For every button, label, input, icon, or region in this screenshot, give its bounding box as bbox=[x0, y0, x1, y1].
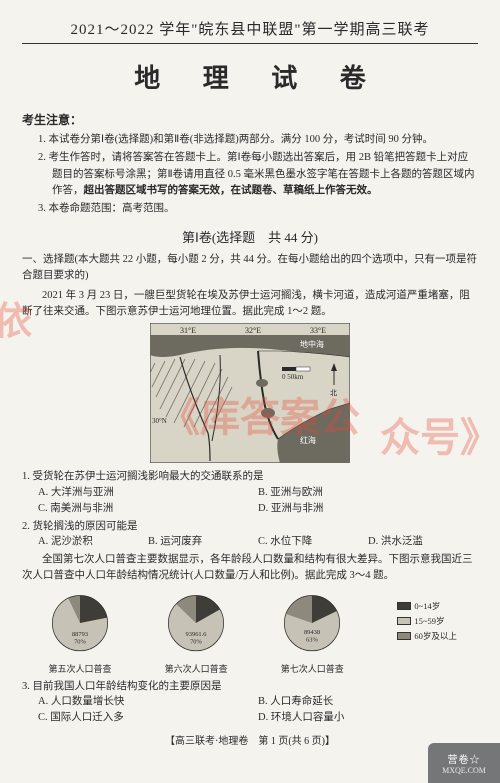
q1-choice-b: B. 亚洲与欧洲 bbox=[258, 485, 478, 501]
corner-badge: 营卷☆ MXQE.COM bbox=[428, 743, 500, 783]
pie5-caption: 第五次人口普查 bbox=[49, 662, 112, 675]
lon-33e: 33°E bbox=[310, 326, 326, 335]
badge-line2: MXQE.COM bbox=[442, 766, 486, 775]
q2-choice-a: A. 泥沙淤积 bbox=[38, 534, 148, 550]
pie5-pct: 70% bbox=[74, 638, 86, 645]
q1-choice-d: D. 亚洲与非洲 bbox=[258, 501, 478, 517]
badge-line1: 营卷☆ bbox=[448, 751, 481, 766]
pie7-pct: 63% bbox=[306, 636, 318, 643]
notice-item-3: 3. 本卷命题范围：高考范围。 bbox=[38, 201, 478, 217]
q2-choice-b: B. 运河废弃 bbox=[148, 534, 258, 550]
pie6-caption: 第六次人口普查 bbox=[165, 662, 228, 675]
section1-title: 第Ⅰ卷(选择题 共 44 分) bbox=[22, 227, 478, 246]
legend-60: 60岁及以上 bbox=[397, 630, 457, 642]
q2-choice-d: D. 洪水泛滥 bbox=[368, 534, 478, 550]
main-title: 地 理 试 卷 bbox=[22, 58, 478, 95]
q3-choice-d: D. 环境人口容量小 bbox=[258, 710, 478, 726]
label-red: 红海 bbox=[300, 435, 316, 445]
q1-choice-c: C. 南美洲与非洲 bbox=[38, 501, 258, 517]
q1-choices: A. 大洋洲与亚洲 B. 亚洲与欧洲 C. 南美洲与非洲 D. 亚洲与非洲 bbox=[22, 485, 478, 517]
notice-list: 1. 本试卷分第Ⅰ卷(选择题)和第Ⅱ卷(非选择题)两部分。满分 100 分，考试… bbox=[22, 132, 478, 217]
legend-swatch-0-14 bbox=[397, 602, 411, 610]
q1-stem: 1. 受货轮在苏伊士运河搁浅影响最大的交通联系的是 bbox=[22, 469, 478, 485]
legend-label-60: 60岁及以上 bbox=[414, 630, 457, 642]
page-footer: 【高三联考·地理卷 第 1 页(共 6 页)】 bbox=[22, 732, 478, 747]
q3-choice-a: A. 人口数量增长快 bbox=[38, 694, 258, 710]
lon-31e: 31°E bbox=[180, 326, 196, 335]
pie5-val: 88793 bbox=[72, 631, 88, 638]
q2-stem: 2. 货轮搁浅的原因可能是 bbox=[22, 519, 478, 535]
pie7-val: 89438 bbox=[304, 629, 320, 636]
label-med: 地中海 bbox=[300, 339, 324, 349]
notice-label: 考生注意： bbox=[22, 111, 478, 128]
legend-0-14: 0~14岁 bbox=[397, 600, 457, 612]
exam-page: 2021～2022 学年"皖东县中联盟"第一学期高三联考 地 理 试 卷 考生注… bbox=[0, 0, 500, 783]
legend-label-0-14: 0~14岁 bbox=[414, 600, 440, 612]
q3-choices: A. 人口数量增长快 B. 人口寿命延长 C. 国际人口迁入多 D. 环境人口容… bbox=[22, 694, 478, 726]
notice-item-2: 2. 考生作答时，请将答案答在答题卡上。第Ⅰ卷每小题选出答案后，用 2B 铅笔把… bbox=[38, 150, 478, 199]
pie6-pct: 70% bbox=[190, 638, 202, 645]
legend-swatch-60 bbox=[397, 632, 411, 640]
lat-30n: 30°N bbox=[152, 417, 167, 425]
legend-swatch-15-59 bbox=[397, 617, 411, 625]
pie-6th: 93961.6 70% 第六次人口普查 bbox=[159, 590, 233, 675]
q3-choice-c: C. 国际人口迁入多 bbox=[38, 710, 258, 726]
pie-legend: 0~14岁 15~59岁 60岁及以上 bbox=[397, 600, 457, 642]
pie7-caption: 第七次人口普查 bbox=[281, 662, 344, 675]
pie-7th-svg: 89438 63% bbox=[275, 590, 349, 660]
q3-stem: 3. 目前我国人口年龄结构变化的主要原因是 bbox=[22, 679, 478, 695]
scale-label: 0 50km bbox=[282, 373, 304, 381]
section1-intro: 一、选择题(本大题共 22 小题，每小题 2 分，共 44 分。在每小题给出的四… bbox=[22, 252, 478, 284]
pie-5th-svg: 88793 70% bbox=[43, 590, 117, 660]
legend-15-59: 15~59岁 bbox=[397, 615, 457, 627]
notice-bold: 超出答题区域书写的答案无效，在试题卷、草稿纸上作答无效。 bbox=[84, 185, 378, 196]
suez-map-svg: 31°E 32°E 33°E bbox=[150, 323, 350, 463]
q1-choice-a: A. 大洋洲与亚洲 bbox=[38, 485, 258, 501]
pie-6th-svg: 93961.6 70% bbox=[159, 590, 233, 660]
pie6-val: 93961.6 bbox=[186, 631, 208, 638]
pie-charts-row: 88793 70% 第五次人口普查 93961.6 70% 第六次人口普查 bbox=[22, 590, 478, 675]
notice-item-1: 1. 本试卷分第Ⅰ卷(选择题)和第Ⅱ卷(非选择题)两部分。满分 100 分，考试… bbox=[38, 132, 478, 148]
header-title: 2021～2022 学年"皖东县中联盟"第一学期高三联考 bbox=[22, 18, 478, 44]
map-figure: 31°E 32°E 33°E bbox=[22, 323, 478, 463]
passage-1: 2021 年 3 月 23 日，一艘巨型货轮在埃及苏伊士运河搁浅，横卡河道，造成… bbox=[22, 288, 478, 320]
q2-choices: A. 泥沙淤积 B. 运河废弃 C. 水位下降 D. 洪水泛滥 bbox=[22, 534, 478, 550]
compass-n: 北 bbox=[330, 389, 337, 397]
lon-32e: 32°E bbox=[245, 326, 261, 335]
pie-5th: 88793 70% 第五次人口普查 bbox=[43, 590, 117, 675]
passage-2: 全国第七次人口普查主要数据显示，各年龄段人口数量和结构有很大差异。下图示意我国近… bbox=[22, 552, 478, 584]
legend-label-15-59: 15~59岁 bbox=[414, 615, 444, 627]
q3-choice-b: B. 人口寿命延长 bbox=[258, 694, 478, 710]
pie-7th: 89438 63% 第七次人口普查 bbox=[275, 590, 349, 675]
q2-choice-c: C. 水位下降 bbox=[258, 534, 368, 550]
